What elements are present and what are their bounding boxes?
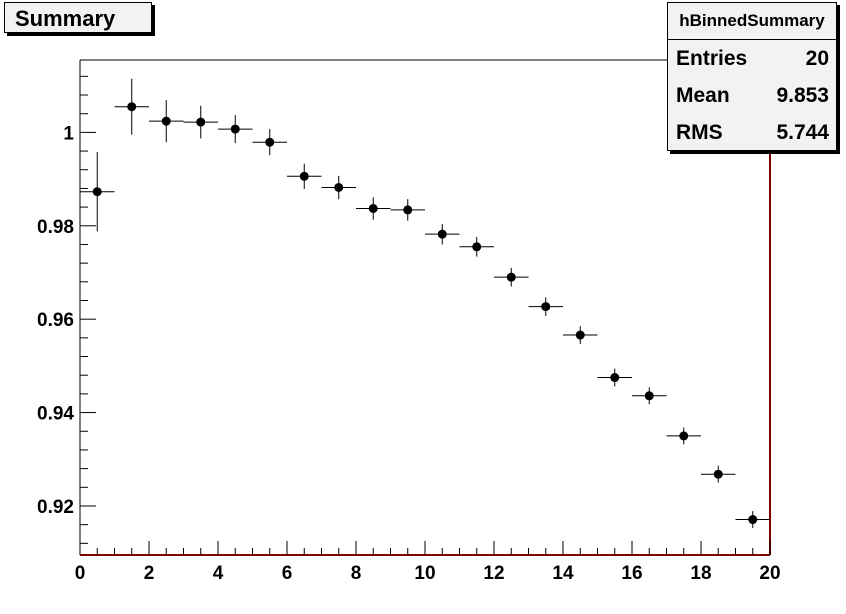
y-tick-label: 0.96 (37, 310, 74, 331)
data-point (252, 129, 287, 156)
data-point (390, 199, 425, 221)
stats-value: 5.744 (776, 121, 829, 144)
marker (127, 102, 137, 112)
stats-label: Entries (676, 47, 748, 70)
marker (92, 187, 102, 197)
stats-histogram-name: hBinnedSummary (668, 3, 836, 40)
y-tick-label: 1 (63, 123, 74, 144)
y-tick-label: 0.94 (37, 404, 74, 425)
data-point (114, 78, 149, 135)
data-point (149, 100, 184, 143)
marker (644, 391, 654, 401)
chart-title: Summary (4, 2, 152, 33)
marker (230, 124, 240, 134)
x-tick-label: 12 (483, 563, 504, 584)
marker (506, 272, 516, 282)
stats-row-rms: RMS 5.744 (668, 114, 836, 151)
data-point (218, 115, 253, 144)
x-tick-label: 20 (759, 563, 780, 584)
data-point (735, 511, 770, 528)
stats-value: 9.853 (776, 84, 829, 107)
data-point (321, 175, 356, 200)
stats-row-mean: Mean 9.853 (668, 77, 836, 114)
data-point (494, 267, 529, 287)
marker (161, 116, 171, 126)
stats-label: Mean (676, 84, 730, 107)
data-point (356, 197, 391, 220)
stats-value: 20 (805, 47, 829, 70)
x-tick-label: 10 (414, 563, 435, 584)
marker (265, 137, 275, 147)
marker (299, 171, 309, 181)
stats-box: hBinnedSummary Entries 20 Mean 9.853 RMS… (667, 2, 837, 151)
x-tick-label: 8 (351, 563, 362, 584)
marker (437, 229, 447, 239)
data-point (597, 368, 632, 387)
data-point (666, 427, 701, 445)
x-tick-label: 4 (213, 563, 224, 584)
data-point (632, 387, 667, 405)
x-tick-label: 16 (621, 563, 642, 584)
x-tick-label: 6 (282, 563, 293, 584)
x-tick-label: 14 (552, 563, 574, 584)
stats-label: RMS (676, 121, 723, 144)
data-point (425, 223, 460, 245)
marker (403, 205, 413, 215)
data-point (701, 465, 736, 483)
marker (541, 302, 551, 312)
stats-row-entries: Entries 20 (668, 40, 836, 77)
marker (334, 182, 344, 192)
marker (368, 204, 378, 213)
x-tick-label: 2 (144, 563, 155, 584)
data-point (459, 236, 494, 257)
marker (713, 469, 723, 479)
data-point (183, 105, 218, 139)
data-point (287, 163, 322, 189)
marker (472, 242, 482, 252)
data-point (528, 297, 563, 316)
marker (679, 431, 689, 441)
x-tick-label: 18 (690, 563, 711, 584)
marker (575, 330, 585, 340)
marker (610, 373, 620, 383)
data-point (80, 151, 115, 232)
y-tick-label: 0.98 (37, 217, 74, 238)
x-tick-label: 0 (75, 563, 86, 584)
marker (748, 515, 758, 525)
y-tick-label: 0.92 (37, 497, 74, 518)
marker (196, 117, 206, 127)
data-point (563, 326, 598, 344)
